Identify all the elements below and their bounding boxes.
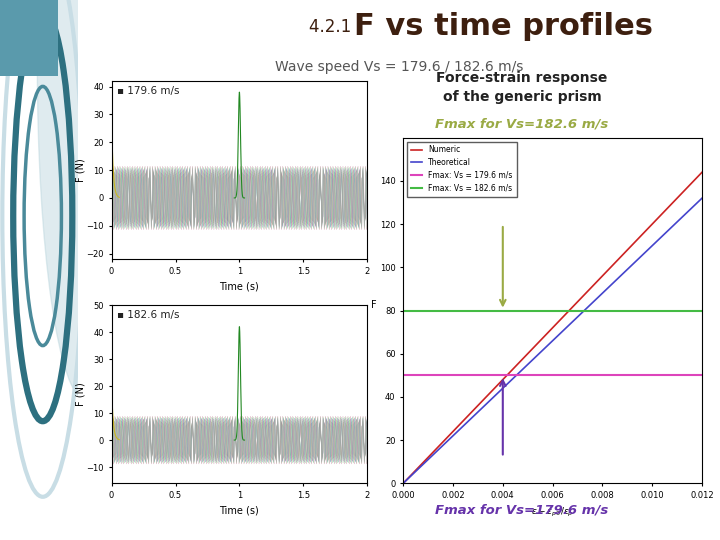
Y-axis label: F (N): F (N): [75, 158, 85, 182]
Text: ▪ 182.6 m/s: ▪ 182.6 m/s: [117, 310, 179, 320]
X-axis label: Time (s): Time (s): [220, 505, 259, 516]
Numeric: [577, 295, 585, 301]
Theoretical: [690, 202, 699, 208]
Theoretical: [644, 246, 652, 253]
Text: Fmax for Vs=179.6 m/s: Fmax for Vs=179.6 m/s: [436, 504, 608, 517]
Theoretical: [698, 195, 706, 201]
Theoretical: [541, 345, 549, 351]
Text: F vs time profiles: F vs time profiles: [354, 12, 653, 41]
Line: Numeric: Numeric: [403, 172, 702, 483]
Y-axis label: F (N): F (N): [75, 382, 85, 406]
Text: Fmax for Vs=182.6 m/s: Fmax for Vs=182.6 m/s: [436, 118, 608, 131]
Theoretical: [399, 480, 408, 487]
Numeric: [399, 480, 408, 487]
Text: 4.2.1: 4.2.1: [309, 18, 356, 36]
Numeric: [644, 225, 652, 232]
Circle shape: [37, 0, 134, 400]
Numeric: [541, 332, 549, 339]
Numeric: [561, 312, 570, 318]
Numeric: [543, 330, 552, 337]
Y-axis label: F: F: [372, 300, 377, 310]
Legend: Numeric, Theoretical, Fmax: Vs = 179.6 m/s, Fmax: Vs = 182.6 m/s: Numeric, Theoretical, Fmax: Vs = 179.6 m…: [407, 141, 517, 197]
Numeric: [698, 169, 706, 176]
X-axis label: $\epsilon - \epsilon_{p0} / \epsilon_p$: $\epsilon - \epsilon_{p0} / \epsilon_p$: [531, 505, 574, 518]
Theoretical: [543, 343, 552, 349]
Line: Theoretical: Theoretical: [403, 198, 702, 483]
Text: of the generic prism: of the generic prism: [443, 90, 601, 104]
FancyBboxPatch shape: [0, 0, 58, 76]
Text: Force-strain response: Force-strain response: [436, 71, 608, 85]
Numeric: [690, 177, 699, 183]
X-axis label: Time (s): Time (s): [220, 281, 259, 292]
Text: ▪ 179.6 m/s: ▪ 179.6 m/s: [117, 86, 179, 96]
Theoretical: [577, 310, 585, 317]
Theoretical: [561, 326, 570, 332]
Text: Wave speed Vs = 179.6 / 182.6 m/s: Wave speed Vs = 179.6 / 182.6 m/s: [275, 60, 523, 73]
